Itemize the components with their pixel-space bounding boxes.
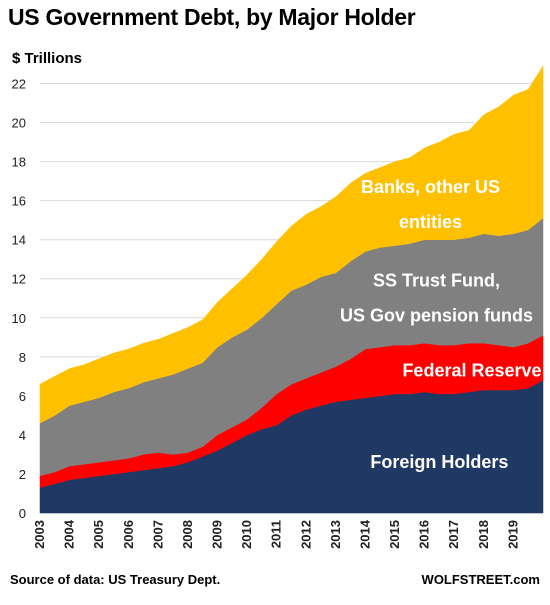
- y-tick-label: 20: [12, 116, 26, 131]
- area-banks-other-us-entities: [39, 65, 544, 424]
- x-tick-label: 2003: [32, 520, 47, 549]
- annotation-label: entities: [399, 212, 462, 232]
- annotation-label: Foreign Holders: [370, 452, 508, 472]
- x-tick-label: 2008: [180, 520, 195, 549]
- y-tick-label: 10: [12, 311, 26, 326]
- y-axis-ticks: 0 2 4 6 8 10 12 14 16 18 20 22: [12, 77, 26, 521]
- x-tick-label: 2014: [357, 519, 372, 549]
- x-axis-ticks: 2003 2004 2005 2006 2007 2008 2009 2010 2011 2012…: [32, 519, 520, 549]
- y-tick-label: 22: [12, 77, 26, 92]
- y-tick-label: 2: [19, 467, 26, 482]
- source-note: Source of data: US Treasury Dept.: [10, 572, 221, 587]
- y-tick-label: 6: [19, 389, 26, 404]
- x-tick-label: 2005: [91, 520, 106, 549]
- x-tick-label: 2013: [328, 520, 343, 549]
- x-tick-label: 2006: [121, 520, 136, 549]
- x-tick-label: 2011: [269, 520, 284, 548]
- annotation-label: Federal Reserve: [402, 360, 541, 380]
- y-tick-label: 14: [12, 233, 26, 248]
- x-tick-label: 2017: [446, 520, 461, 549]
- chart-title: US Government Debt, by Major Holder: [8, 4, 416, 30]
- x-tick-label: 2019: [505, 520, 520, 549]
- x-tick-label: 2016: [417, 520, 432, 549]
- series-annotations: Banks, other US entities SS Trust Fund, US …: [340, 177, 542, 472]
- annotation-label: Banks, other US: [361, 177, 500, 197]
- y-tick-label: 8: [19, 350, 26, 365]
- y-tick-label: 0: [19, 506, 26, 521]
- x-tick-label: 2018: [476, 520, 491, 549]
- annotation-label: SS Trust Fund,: [373, 271, 500, 291]
- area-series: [39, 65, 544, 514]
- x-tick-label: 2015: [387, 520, 402, 549]
- x-tick-label: 2004: [62, 519, 77, 549]
- y-tick-label: 16: [12, 194, 26, 209]
- x-tick-label: 2009: [210, 520, 225, 549]
- x-tick-label: 2010: [239, 520, 254, 549]
- credit-label: WOLFSTREET.com: [421, 572, 540, 587]
- y-tick-label: 18: [12, 155, 26, 170]
- y-tick-label: 12: [12, 272, 26, 287]
- x-tick-label: 2007: [150, 520, 165, 549]
- x-tick-label: 2012: [298, 520, 313, 549]
- y-axis-label: $ Trillions: [12, 50, 83, 67]
- y-tick-label: 4: [19, 428, 26, 443]
- annotation-label: US Gov pension funds: [340, 306, 533, 326]
